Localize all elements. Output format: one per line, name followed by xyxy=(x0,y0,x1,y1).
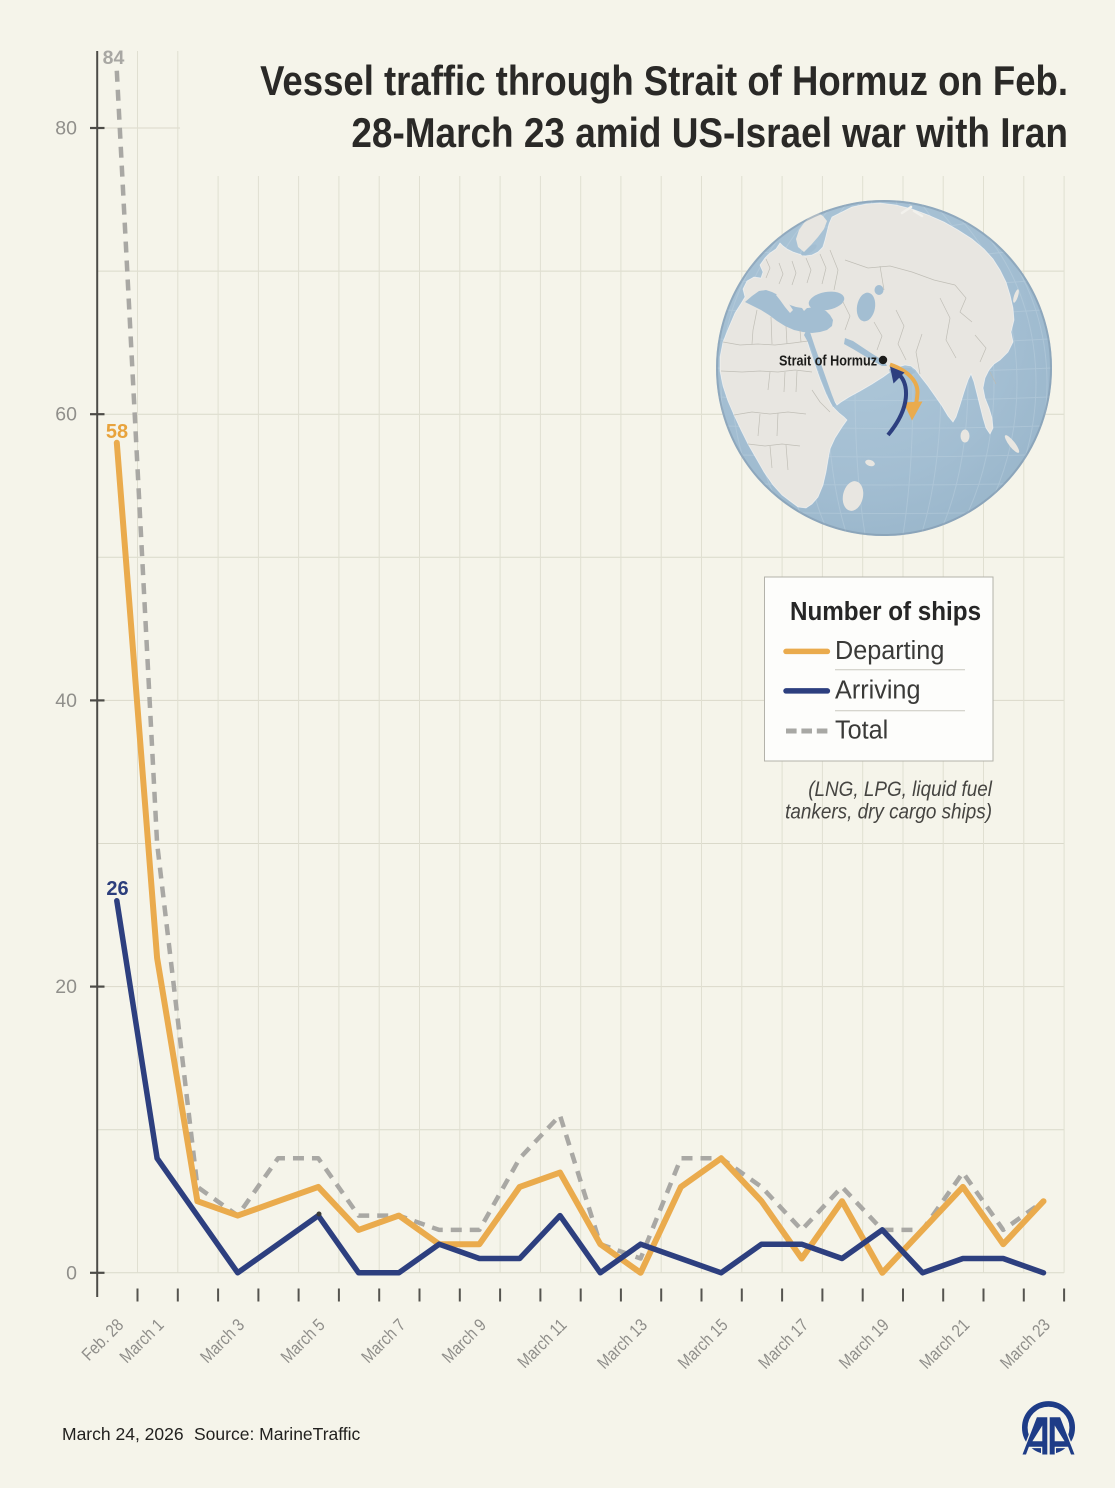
svg-text:40: 40 xyxy=(55,690,77,712)
svg-text:Departing: Departing xyxy=(835,637,944,665)
svg-text:March 24, 2026: March 24, 2026 xyxy=(62,1424,184,1444)
svg-text:20: 20 xyxy=(55,976,77,998)
svg-text:(LNG, LPG, liquid fuel: (LNG, LPG, liquid fuel xyxy=(808,778,992,801)
svg-text:84: 84 xyxy=(103,47,125,69)
svg-text:58: 58 xyxy=(106,421,128,443)
svg-text:26: 26 xyxy=(106,878,128,900)
svg-text:Number of ships: Number of ships xyxy=(790,597,981,626)
svg-text:28-March 23 amid US-Israel war: 28-March 23 amid US-Israel war with Iran xyxy=(351,110,1068,157)
svg-text:60: 60 xyxy=(55,404,77,426)
svg-text:0: 0 xyxy=(66,1262,77,1284)
svg-text:80: 80 xyxy=(55,118,77,140)
svg-text:Vessel traffic through Strait: Vessel traffic through Strait of Hormuz … xyxy=(260,58,1068,105)
svg-text:Total: Total xyxy=(835,716,888,744)
svg-text:Arriving: Arriving xyxy=(835,676,920,704)
svg-text:Strait of Hormuz: Strait of Hormuz xyxy=(779,353,877,369)
svg-text:tankers, dry cargo ships): tankers, dry cargo ships) xyxy=(785,801,992,824)
svg-text:Source: MarineTraffic: Source: MarineTraffic xyxy=(194,1424,361,1444)
